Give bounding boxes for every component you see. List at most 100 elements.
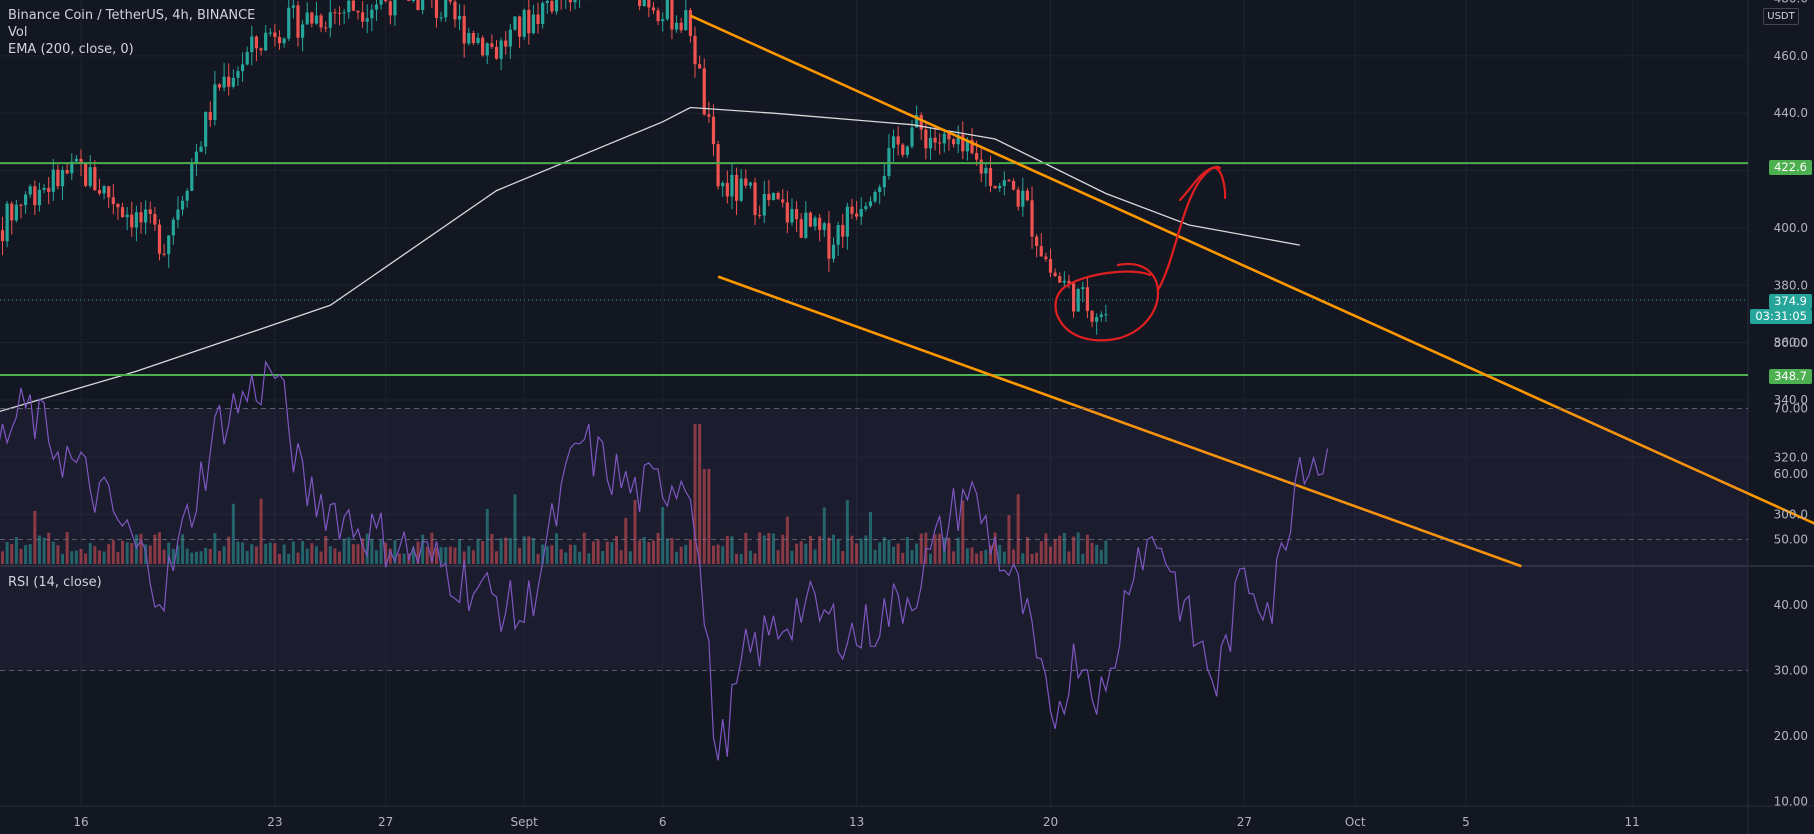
candle-body <box>56 169 60 187</box>
time-tick-label: 5 <box>1462 815 1470 829</box>
candle-body <box>356 10 360 13</box>
candle-body <box>314 15 319 24</box>
rsi-tick-label: 80.00 <box>1774 336 1808 350</box>
volume-bar <box>208 548 212 564</box>
candle-body <box>319 15 323 28</box>
candle-body <box>878 187 882 193</box>
candle-body <box>93 167 97 191</box>
candle-body <box>328 12 332 28</box>
currency-badge[interactable]: USDT <box>1763 8 1799 25</box>
volume-bar <box>157 532 161 564</box>
candle-body <box>550 0 554 12</box>
volume-bar <box>79 548 83 564</box>
candle-body <box>1021 190 1025 207</box>
volume-bar <box>845 499 849 564</box>
candle-body <box>1085 287 1090 311</box>
candle-body <box>947 133 951 140</box>
candle-body <box>1081 287 1085 290</box>
candle-body <box>730 174 734 197</box>
candle-body <box>984 167 988 174</box>
volume-bar <box>14 536 18 564</box>
resistance-price-tag: 422.6 <box>1769 160 1812 175</box>
candle-body <box>305 12 309 25</box>
volume-bar <box>601 551 605 564</box>
time-tick-label: 23 <box>267 815 282 829</box>
candle-body <box>444 0 448 18</box>
volume-bar <box>799 541 803 564</box>
candle-body <box>273 32 277 37</box>
time-tick-label: 11 <box>1625 815 1640 829</box>
volume-bar <box>1058 535 1062 564</box>
time-tick-label: 13 <box>849 815 864 829</box>
volume-bar <box>347 537 351 564</box>
volume-bar <box>915 543 919 564</box>
rsi-tick-label: 60.00 <box>1774 467 1808 481</box>
volume-bar <box>1039 541 1043 564</box>
volume-bar <box>167 542 171 564</box>
candle-body <box>915 115 919 128</box>
rsi-tick-label: 50.00 <box>1774 533 1808 547</box>
volume-bar <box>1099 549 1103 564</box>
candle-body <box>1039 246 1043 257</box>
volume-bar <box>384 542 388 564</box>
candle-body <box>679 22 683 31</box>
volume-bar <box>545 546 549 564</box>
candle-body <box>739 178 743 201</box>
candle-body <box>268 32 272 34</box>
candle-body <box>841 225 845 237</box>
volume-bars <box>1 424 1108 564</box>
volume-bar <box>878 542 882 564</box>
volume-bar <box>721 546 725 564</box>
candle-body <box>891 136 896 149</box>
candle-body <box>448 0 452 2</box>
volume-bar <box>910 550 914 564</box>
candle-body <box>665 0 669 20</box>
candle-body <box>1007 180 1011 182</box>
candle-body <box>919 115 923 130</box>
candle-body <box>227 76 231 87</box>
price-tick-label: 340.0 <box>1774 393 1808 407</box>
candle-body <box>873 192 877 202</box>
volume-bar <box>952 551 956 564</box>
time-tick-label: 27 <box>1237 815 1252 829</box>
volume-bar <box>61 553 65 564</box>
candle-body <box>573 0 577 3</box>
volume-bar <box>42 537 46 564</box>
volume-bar <box>56 545 60 564</box>
volume-bar <box>767 533 771 564</box>
candle-body <box>887 148 891 177</box>
volume-bar <box>222 546 226 564</box>
time-tick-label: 20 <box>1043 815 1058 829</box>
volume-bar <box>338 551 342 564</box>
candle-body <box>998 185 1002 189</box>
volume-bar <box>965 548 969 564</box>
volume-bar <box>499 538 503 564</box>
volume-bar <box>1002 551 1006 564</box>
volume-bar <box>679 546 683 564</box>
volume-bar <box>541 544 545 564</box>
volume-bar <box>1090 542 1094 564</box>
volume-bar <box>116 552 120 564</box>
volume-bar <box>213 533 217 564</box>
volume-bar <box>716 544 720 564</box>
candle-body <box>1011 181 1016 190</box>
volume-bar <box>125 542 129 564</box>
candle-body <box>508 29 512 47</box>
volume-bar <box>582 532 586 564</box>
candle-body <box>961 134 965 152</box>
candle-body <box>342 12 346 14</box>
volume-bar <box>656 532 660 564</box>
volume-bar <box>1 551 5 564</box>
volume-bar <box>458 538 462 564</box>
candle-body <box>0 230 5 242</box>
volume-bar <box>919 533 923 564</box>
volume-bar <box>425 546 429 564</box>
candle-body <box>213 84 217 121</box>
volume-bar <box>873 549 877 564</box>
candle-body <box>439 17 443 19</box>
volume-bar <box>693 424 697 564</box>
candle-body <box>734 174 739 201</box>
candle-body <box>942 133 946 144</box>
candle-body <box>1044 256 1048 260</box>
